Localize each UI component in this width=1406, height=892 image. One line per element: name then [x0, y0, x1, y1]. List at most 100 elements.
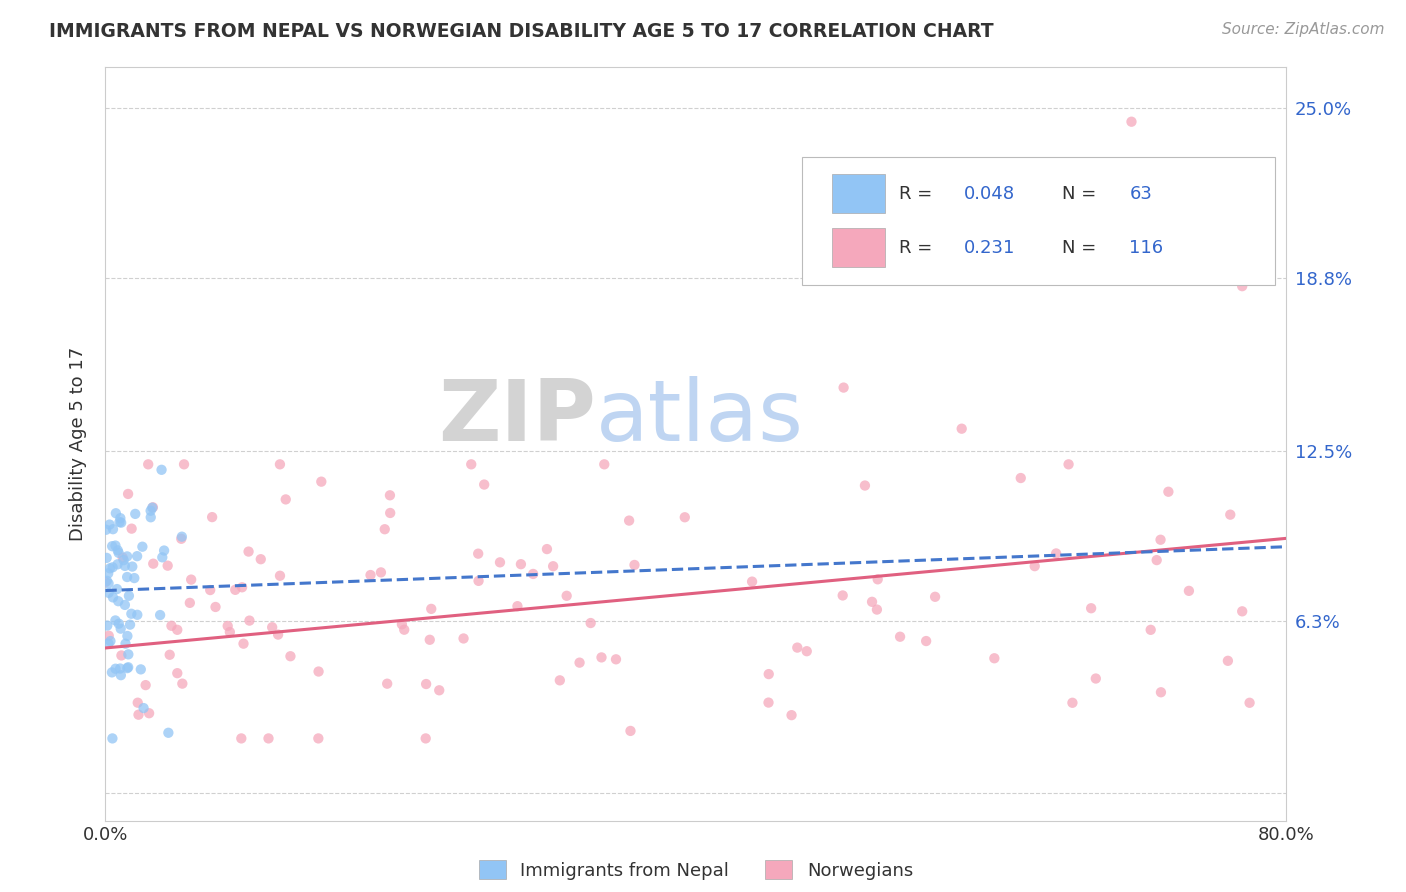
Point — [1139, 623, 1161, 637]
Point — [96, 550, 118, 565]
Point — [104, 614, 127, 628]
Point — [758, 696, 780, 710]
Point — [111, 550, 134, 565]
Point — [104, 662, 127, 676]
Point — [98, 517, 121, 532]
Point — [617, 514, 640, 528]
Point — [1178, 583, 1201, 598]
Point — [506, 599, 529, 614]
Point — [378, 488, 401, 502]
Point — [568, 656, 591, 670]
Point — [262, 620, 284, 634]
Point — [796, 644, 818, 658]
Point — [536, 542, 558, 557]
Text: N =: N = — [1062, 185, 1102, 202]
Point — [420, 602, 443, 616]
Point — [786, 640, 808, 655]
Point — [97, 636, 120, 650]
Point — [173, 458, 195, 472]
Point — [98, 561, 121, 575]
Point — [509, 558, 531, 572]
Point — [180, 573, 202, 587]
Point — [866, 572, 889, 586]
Point — [132, 701, 155, 715]
Point — [97, 586, 120, 600]
Point — [107, 594, 129, 608]
Point — [121, 559, 143, 574]
Point — [489, 555, 512, 569]
Point — [131, 540, 153, 554]
Point — [924, 590, 946, 604]
Point — [112, 553, 135, 567]
Point — [107, 543, 129, 558]
Point — [1121, 114, 1143, 128]
Point — [108, 661, 131, 675]
Point — [232, 637, 254, 651]
Point — [114, 558, 136, 573]
Point — [115, 570, 138, 584]
Text: R =: R = — [898, 185, 938, 202]
Point — [139, 504, 162, 518]
Point — [415, 731, 437, 746]
Point — [135, 678, 157, 692]
Point — [115, 549, 138, 564]
Point — [120, 617, 142, 632]
Point — [1146, 553, 1168, 567]
Point — [1045, 546, 1067, 560]
Point — [121, 522, 143, 536]
Point — [269, 458, 291, 472]
Point — [375, 676, 398, 690]
Point — [394, 623, 416, 637]
Point — [370, 566, 392, 580]
Point — [1157, 484, 1180, 499]
Point — [104, 539, 127, 553]
Point — [1010, 471, 1032, 485]
Point — [579, 615, 602, 630]
Point — [97, 576, 120, 591]
Point — [117, 661, 139, 675]
Point — [94, 575, 117, 590]
Point — [94, 523, 117, 537]
Point — [129, 662, 152, 676]
Point — [1150, 685, 1173, 699]
Text: R =: R = — [898, 239, 938, 257]
Point — [619, 723, 641, 738]
Point — [267, 627, 290, 641]
Point — [117, 660, 139, 674]
Point — [124, 571, 146, 585]
Text: 0.048: 0.048 — [965, 185, 1015, 202]
Point — [860, 595, 883, 609]
Point — [1024, 559, 1046, 574]
Point — [170, 532, 193, 546]
Y-axis label: Disability Age 5 to 17: Disability Age 5 to 17 — [69, 347, 87, 541]
Point — [127, 696, 149, 710]
Point — [249, 552, 271, 566]
Point — [391, 617, 413, 632]
Point — [415, 677, 437, 691]
Point — [118, 589, 141, 603]
Point — [374, 522, 396, 536]
Point — [110, 511, 132, 525]
Point — [915, 634, 938, 648]
Point — [97, 566, 120, 581]
Point — [141, 500, 163, 515]
FancyBboxPatch shape — [803, 157, 1275, 285]
Point — [117, 487, 139, 501]
Point — [101, 560, 124, 574]
Legend: Immigrants from Nepal, Norwegians: Immigrants from Nepal, Norwegians — [471, 853, 921, 887]
Point — [138, 706, 160, 721]
Point — [114, 598, 136, 612]
Point — [127, 549, 149, 564]
Point — [127, 607, 149, 622]
Point — [139, 510, 162, 524]
Point — [257, 731, 280, 746]
Point — [1216, 654, 1239, 668]
Text: ZIP: ZIP — [437, 376, 596, 458]
Point — [1232, 604, 1254, 618]
Point — [1062, 696, 1084, 710]
Point — [149, 608, 172, 623]
Point — [591, 650, 613, 665]
Point — [105, 582, 128, 596]
Point — [308, 665, 330, 679]
Point — [224, 582, 246, 597]
